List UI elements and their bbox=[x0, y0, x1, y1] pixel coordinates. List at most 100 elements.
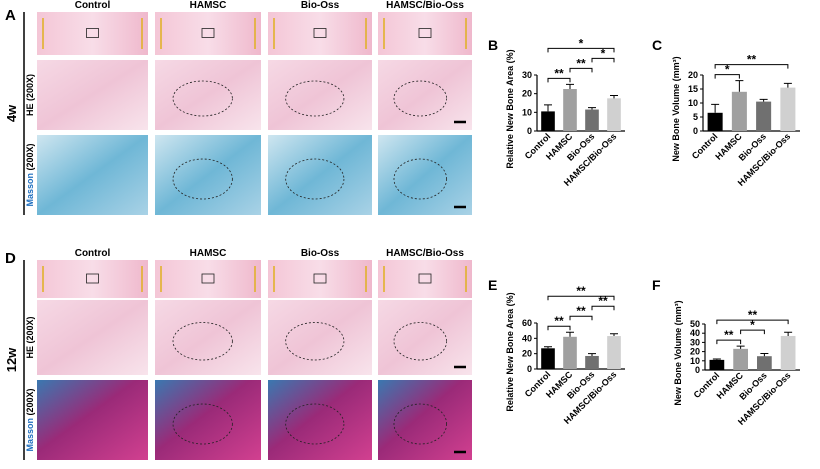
y-tick-label: 60 bbox=[522, 318, 532, 328]
histology-image bbox=[268, 60, 372, 130]
y-axis-label: Relative New Bone Area (%) bbox=[505, 292, 515, 411]
bar bbox=[731, 91, 747, 131]
stain-name: Masson bbox=[25, 173, 35, 207]
bone-outline bbox=[285, 322, 345, 361]
histology-image bbox=[155, 260, 261, 298]
region-box bbox=[201, 273, 215, 284]
histology-image bbox=[155, 300, 261, 375]
significance-bracket bbox=[716, 339, 742, 345]
y-tick-label: 0 bbox=[527, 364, 532, 374]
column-header: Bio-Oss bbox=[301, 248, 340, 259]
error-bar bbox=[610, 95, 618, 99]
significance-label: * bbox=[601, 46, 606, 60]
y-tick-label: 40 bbox=[522, 333, 532, 343]
significance-label: ** bbox=[576, 56, 586, 70]
error-bar bbox=[544, 346, 552, 349]
bone-outline bbox=[285, 403, 345, 445]
histology-image bbox=[155, 380, 261, 460]
bone-outline bbox=[393, 322, 448, 361]
bar bbox=[563, 89, 577, 131]
bone-outline bbox=[285, 80, 345, 117]
significance-label: ** bbox=[576, 284, 586, 298]
error-bar bbox=[735, 80, 744, 92]
panel-label: E bbox=[488, 277, 497, 293]
bar bbox=[709, 359, 725, 370]
y-tick-label: 0 bbox=[695, 365, 700, 375]
histology-image bbox=[268, 380, 372, 460]
y-tick-label: 30 bbox=[690, 337, 700, 347]
y-tick-label: 10 bbox=[690, 356, 700, 366]
magnification: (200X) bbox=[25, 388, 35, 418]
y-axis-label: New Bone Volume (mm³) bbox=[671, 56, 681, 161]
bar bbox=[585, 355, 599, 369]
bone-outline bbox=[172, 80, 233, 117]
error-bar bbox=[588, 107, 596, 110]
bone-outline bbox=[172, 158, 233, 200]
stain-name: HE bbox=[25, 104, 35, 117]
column-header: HAMSC/Bio-Oss bbox=[386, 248, 464, 259]
significance-label: * bbox=[725, 63, 730, 77]
significance-bracket bbox=[714, 74, 740, 79]
region-box bbox=[313, 28, 327, 38]
error-bar bbox=[711, 103, 720, 113]
histology-image bbox=[37, 135, 148, 215]
panel-label: B bbox=[488, 37, 498, 53]
significance-label: * bbox=[750, 318, 755, 332]
region-box bbox=[418, 28, 432, 38]
histology-image bbox=[37, 300, 148, 375]
significance-bracket bbox=[591, 57, 615, 63]
significance-bracket bbox=[569, 315, 593, 321]
error-bar bbox=[566, 331, 574, 337]
error-bar bbox=[712, 358, 721, 360]
error-bar bbox=[588, 353, 596, 356]
histology-image bbox=[268, 12, 372, 55]
y-tick-label: 20 bbox=[690, 347, 700, 357]
bar bbox=[757, 356, 772, 370]
significance-bracket bbox=[716, 319, 789, 325]
y-axis-label: New Bone Volume (mm³) bbox=[673, 300, 683, 405]
bone-outline bbox=[285, 158, 345, 200]
histology-image bbox=[378, 135, 472, 215]
bar bbox=[585, 109, 599, 131]
stain-name: HE bbox=[25, 346, 35, 359]
bone-outline bbox=[393, 403, 448, 445]
histology-image bbox=[155, 12, 261, 55]
column-header: HAMSC bbox=[190, 0, 227, 11]
error-bar bbox=[759, 98, 768, 102]
histology-image bbox=[378, 12, 472, 55]
y-tick-label: 40 bbox=[690, 328, 700, 338]
significance-bracket bbox=[740, 329, 765, 335]
histology-image bbox=[155, 135, 261, 215]
time-label: 12w bbox=[4, 347, 19, 372]
row-label: Masson (200X) bbox=[25, 143, 35, 206]
significance-bracket bbox=[547, 325, 571, 331]
significance-bracket bbox=[569, 67, 593, 73]
row-label: HE (200X) bbox=[25, 74, 35, 116]
bar bbox=[541, 111, 555, 131]
bar bbox=[780, 87, 796, 131]
column-header: Control bbox=[75, 248, 111, 259]
histology-image bbox=[37, 380, 148, 460]
bone-outline bbox=[172, 322, 233, 361]
significance-bracket bbox=[547, 295, 615, 301]
column-header: HAMSC/Bio-Oss bbox=[386, 0, 464, 11]
bone-outline bbox=[393, 80, 448, 117]
histology-image bbox=[378, 380, 472, 460]
y-tick-label: 0 bbox=[527, 126, 532, 136]
column-header: Control bbox=[75, 0, 111, 11]
histology-image bbox=[37, 12, 148, 55]
histology-image bbox=[378, 260, 472, 298]
row-label: Masson (200X) bbox=[25, 388, 35, 451]
histology-image bbox=[378, 300, 472, 375]
significance-bracket bbox=[547, 77, 571, 83]
error-bar bbox=[544, 104, 552, 112]
significance-label: * bbox=[579, 36, 584, 50]
region-box bbox=[86, 273, 99, 284]
significance-label: ** bbox=[748, 308, 758, 322]
bar bbox=[563, 336, 577, 369]
magnification: (200X) bbox=[25, 143, 35, 173]
y-tick-label: 20 bbox=[522, 89, 532, 99]
bone-outline bbox=[172, 403, 233, 445]
magnification: (200X) bbox=[25, 316, 35, 346]
